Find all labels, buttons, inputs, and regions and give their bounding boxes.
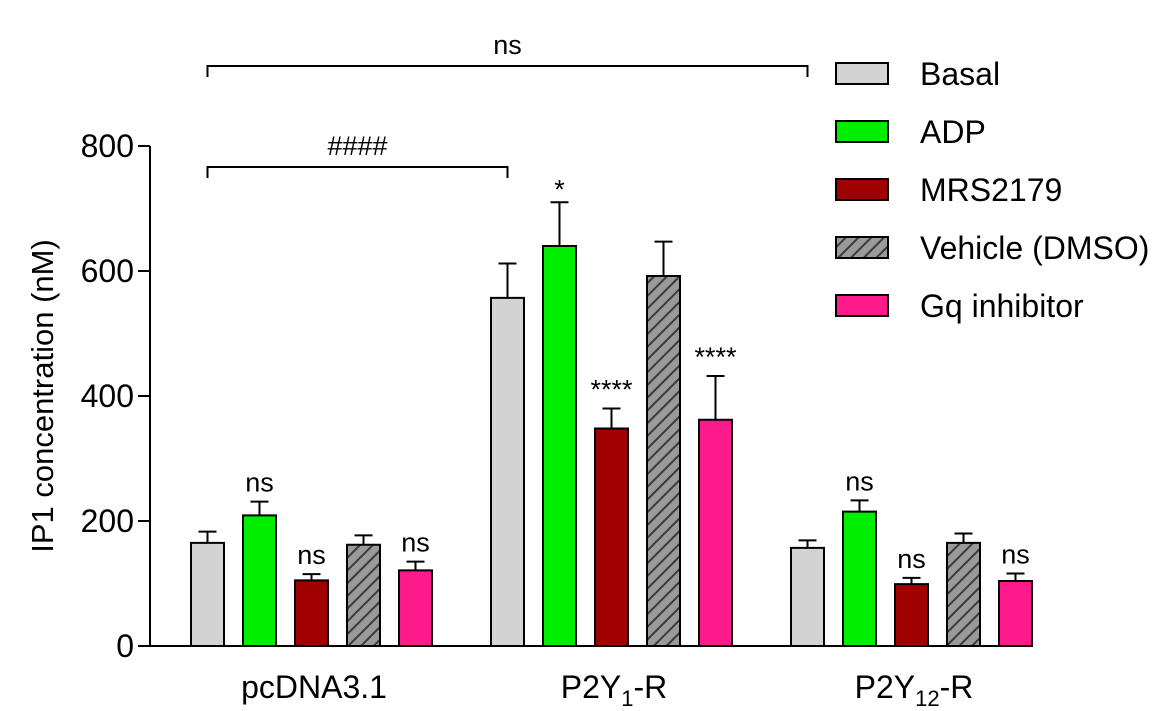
bar [998,580,1033,647]
bar [594,427,629,647]
significance-label: * [554,174,565,204]
significance-label: ns [401,528,430,558]
legend-swatch [835,236,889,259]
bar [646,275,681,647]
bar [242,514,277,647]
bar [490,296,525,647]
bar [542,245,577,647]
significance-label: ns [245,468,274,498]
bar [190,541,225,647]
x-category-subscript: 12 [915,686,939,711]
significance-label: **** [694,342,737,372]
legend-swatch [835,120,889,143]
legend-swatch [835,178,889,201]
significance-label: ns [845,466,874,496]
significance-label: ns [297,540,326,570]
legend-label: MRS2179 [920,172,1062,208]
x-category-suffix: -R [633,669,667,705]
significance-brackets: #### ns [206,30,809,178]
bar [346,543,381,647]
x-category-main: pcDNA3.1 [241,669,387,705]
bar [398,569,433,647]
x-category-main: P2Y [855,669,915,705]
legend-label: Vehicle (DMSO) [920,230,1149,266]
significance-label: **** [590,375,633,405]
bracket-label: #### [327,131,387,161]
bars: ns * ns ns **** ns ns **** ns [190,174,1033,647]
y-tick-label: 0 [116,628,134,664]
legend-swatch [835,294,889,317]
y-tick-label: 400 [81,378,134,414]
bar [842,510,877,647]
significance-label: ns [897,544,926,574]
y-tick-label: 800 [81,128,134,164]
legend-label: ADP [920,114,986,150]
x-category-label: P2Y1-R [561,669,668,711]
legend: Basal ADP MRS2179 Vehicle (DMSO) Gq inhibito… [835,56,1149,324]
bar [790,546,825,647]
x-category-suffix: -R [940,669,974,705]
bar [946,541,981,647]
legend-swatch [835,62,889,85]
bar [698,418,733,647]
axes: 0 200 400 600 800 IP1 concentration (nM) pcDNA… [25,128,1020,711]
x-category-main: P2Y [561,669,621,705]
x-category-label: pcDNA3.1 [241,669,387,705]
legend-label: Basal [920,56,1000,92]
bar [294,579,329,647]
bar [894,583,929,647]
y-axis-title: IP1 concentration (nM) [25,239,60,553]
y-tick-label: 600 [81,253,134,289]
significance-bracket [206,65,809,77]
x-category-label: P2Y12-R [855,669,974,711]
significance-label: ns [1001,540,1030,570]
bracket-label: ns [493,30,522,60]
y-tick-label: 200 [81,503,134,539]
legend-label: Gq inhibitor [920,288,1084,324]
x-category-subscript: 1 [621,686,633,711]
significance-bracket [206,166,509,178]
